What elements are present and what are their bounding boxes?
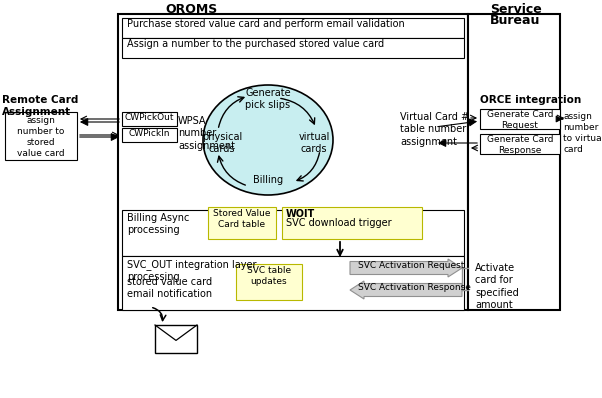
Text: Purchase stored value card and perform email validation: Purchase stored value card and perform e…	[127, 19, 405, 29]
Text: Billing: Billing	[253, 175, 283, 185]
Text: Generate
pick slips: Generate pick slips	[245, 88, 291, 110]
Text: CWPickOut: CWPickOut	[124, 113, 174, 122]
Text: SVC download trigger: SVC download trigger	[286, 218, 392, 228]
Text: assign
number to
stored
value card: assign number to stored value card	[17, 116, 65, 158]
Text: physical
cards: physical cards	[202, 132, 242, 154]
Text: Service: Service	[490, 3, 542, 16]
Text: Activate
card for
specified
amount: Activate card for specified amount	[475, 263, 519, 310]
Text: Assign a number to the purchased stored value card: Assign a number to the purchased stored …	[127, 39, 384, 49]
Text: Virtual Card #
table number
assignment: Virtual Card # table number assignment	[400, 112, 469, 147]
Text: OROMS: OROMS	[165, 3, 217, 16]
Text: virtual
cards: virtual cards	[299, 132, 330, 154]
Text: assign
number
to virtual
card: assign number to virtual card	[563, 112, 602, 154]
Text: Billing Async
processing: Billing Async processing	[127, 213, 190, 235]
Bar	[122, 210, 464, 256]
Bar	[480, 109, 560, 129]
Bar	[122, 38, 464, 58]
Bar	[122, 256, 464, 310]
Text: SVC Activation Response: SVC Activation Response	[358, 283, 471, 292]
Text: ORCE integration: ORCE integration	[480, 95, 582, 105]
Bar	[122, 18, 464, 38]
Text: WPSA
number
assignment: WPSA number assignment	[178, 116, 235, 151]
Bar	[122, 128, 177, 142]
Bar	[155, 325, 197, 353]
Text: Generate Card
Response: Generate Card Response	[487, 135, 553, 155]
Bar	[208, 207, 276, 239]
Text: SVC Activation Request: SVC Activation Request	[358, 261, 464, 270]
Bar	[468, 14, 560, 310]
Bar	[282, 207, 422, 239]
FancyArrow shape	[350, 281, 462, 299]
Text: SVC table
updates: SVC table updates	[247, 266, 291, 286]
Text: SVC_OUT integration layer
processing: SVC_OUT integration layer processing	[127, 259, 256, 282]
Ellipse shape	[203, 85, 333, 195]
Text: Remote Card
Assignment: Remote Card Assignment	[2, 95, 78, 117]
Text: stored value card
email notification: stored value card email notification	[127, 277, 212, 299]
Text: CWPickIn: CWPickIn	[128, 129, 170, 138]
FancyArrow shape	[350, 259, 462, 277]
Bar	[5, 112, 77, 160]
Bar	[118, 14, 468, 310]
Bar	[480, 134, 560, 154]
Bar	[122, 112, 177, 126]
Text: Bureau: Bureau	[490, 14, 541, 27]
Bar	[236, 264, 302, 300]
Text: Stored Value
Card table: Stored Value Card table	[213, 209, 271, 229]
Text: WOIT: WOIT	[286, 209, 315, 219]
Text: Generate Card
Request: Generate Card Request	[487, 110, 553, 130]
